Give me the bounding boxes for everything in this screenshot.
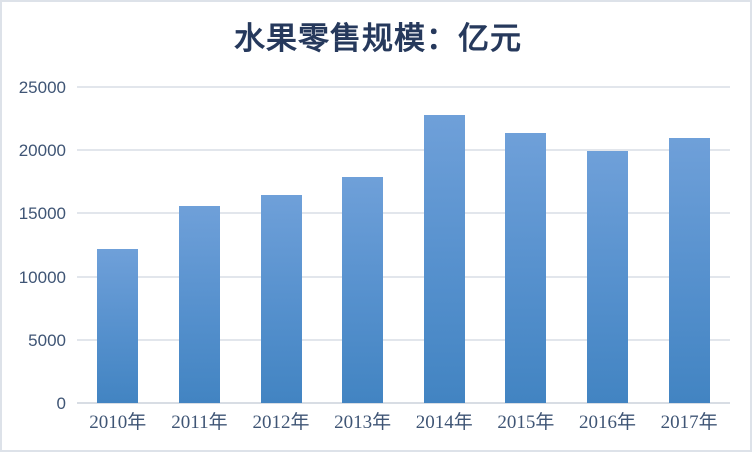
bar-2014年 xyxy=(423,115,465,403)
bar-2015年 xyxy=(505,132,547,403)
x-tick-label: 2015年 xyxy=(497,412,555,433)
bar-2012年 xyxy=(260,194,302,403)
y-tick-label: 0 xyxy=(56,394,66,413)
y-tick-label: 20000 xyxy=(18,141,66,161)
gridline xyxy=(77,212,730,215)
y-tick-label: 5000 xyxy=(28,330,66,350)
x-tick-label: 2016年 xyxy=(579,412,637,433)
gridline xyxy=(77,275,730,278)
x-tick-label: 2017年 xyxy=(660,412,718,433)
x-tick-label: 2013年 xyxy=(334,412,392,433)
bar-2013年 xyxy=(342,176,384,403)
bar-2011年 xyxy=(178,205,220,403)
gridline xyxy=(77,86,730,88)
bar-2010年 xyxy=(97,248,139,403)
y-tick-label: 15000 xyxy=(18,204,66,224)
chart-title: 水果零售规模：亿元 xyxy=(234,21,522,56)
x-tick-label: 2014年 xyxy=(415,412,473,433)
y-tick-label: 25000 xyxy=(18,78,66,97)
x-tick-label: 2010年 xyxy=(89,412,147,433)
gridline xyxy=(77,149,730,152)
bar-2017年 xyxy=(668,137,710,403)
gridline xyxy=(77,338,730,341)
bar-2016年 xyxy=(587,150,629,403)
x-axis-line xyxy=(77,402,730,404)
y-tick-label: 10000 xyxy=(18,267,66,287)
plot-area xyxy=(77,86,730,404)
x-tick-label: 2012年 xyxy=(252,412,310,433)
x-tick-label: 2011年 xyxy=(171,412,228,433)
